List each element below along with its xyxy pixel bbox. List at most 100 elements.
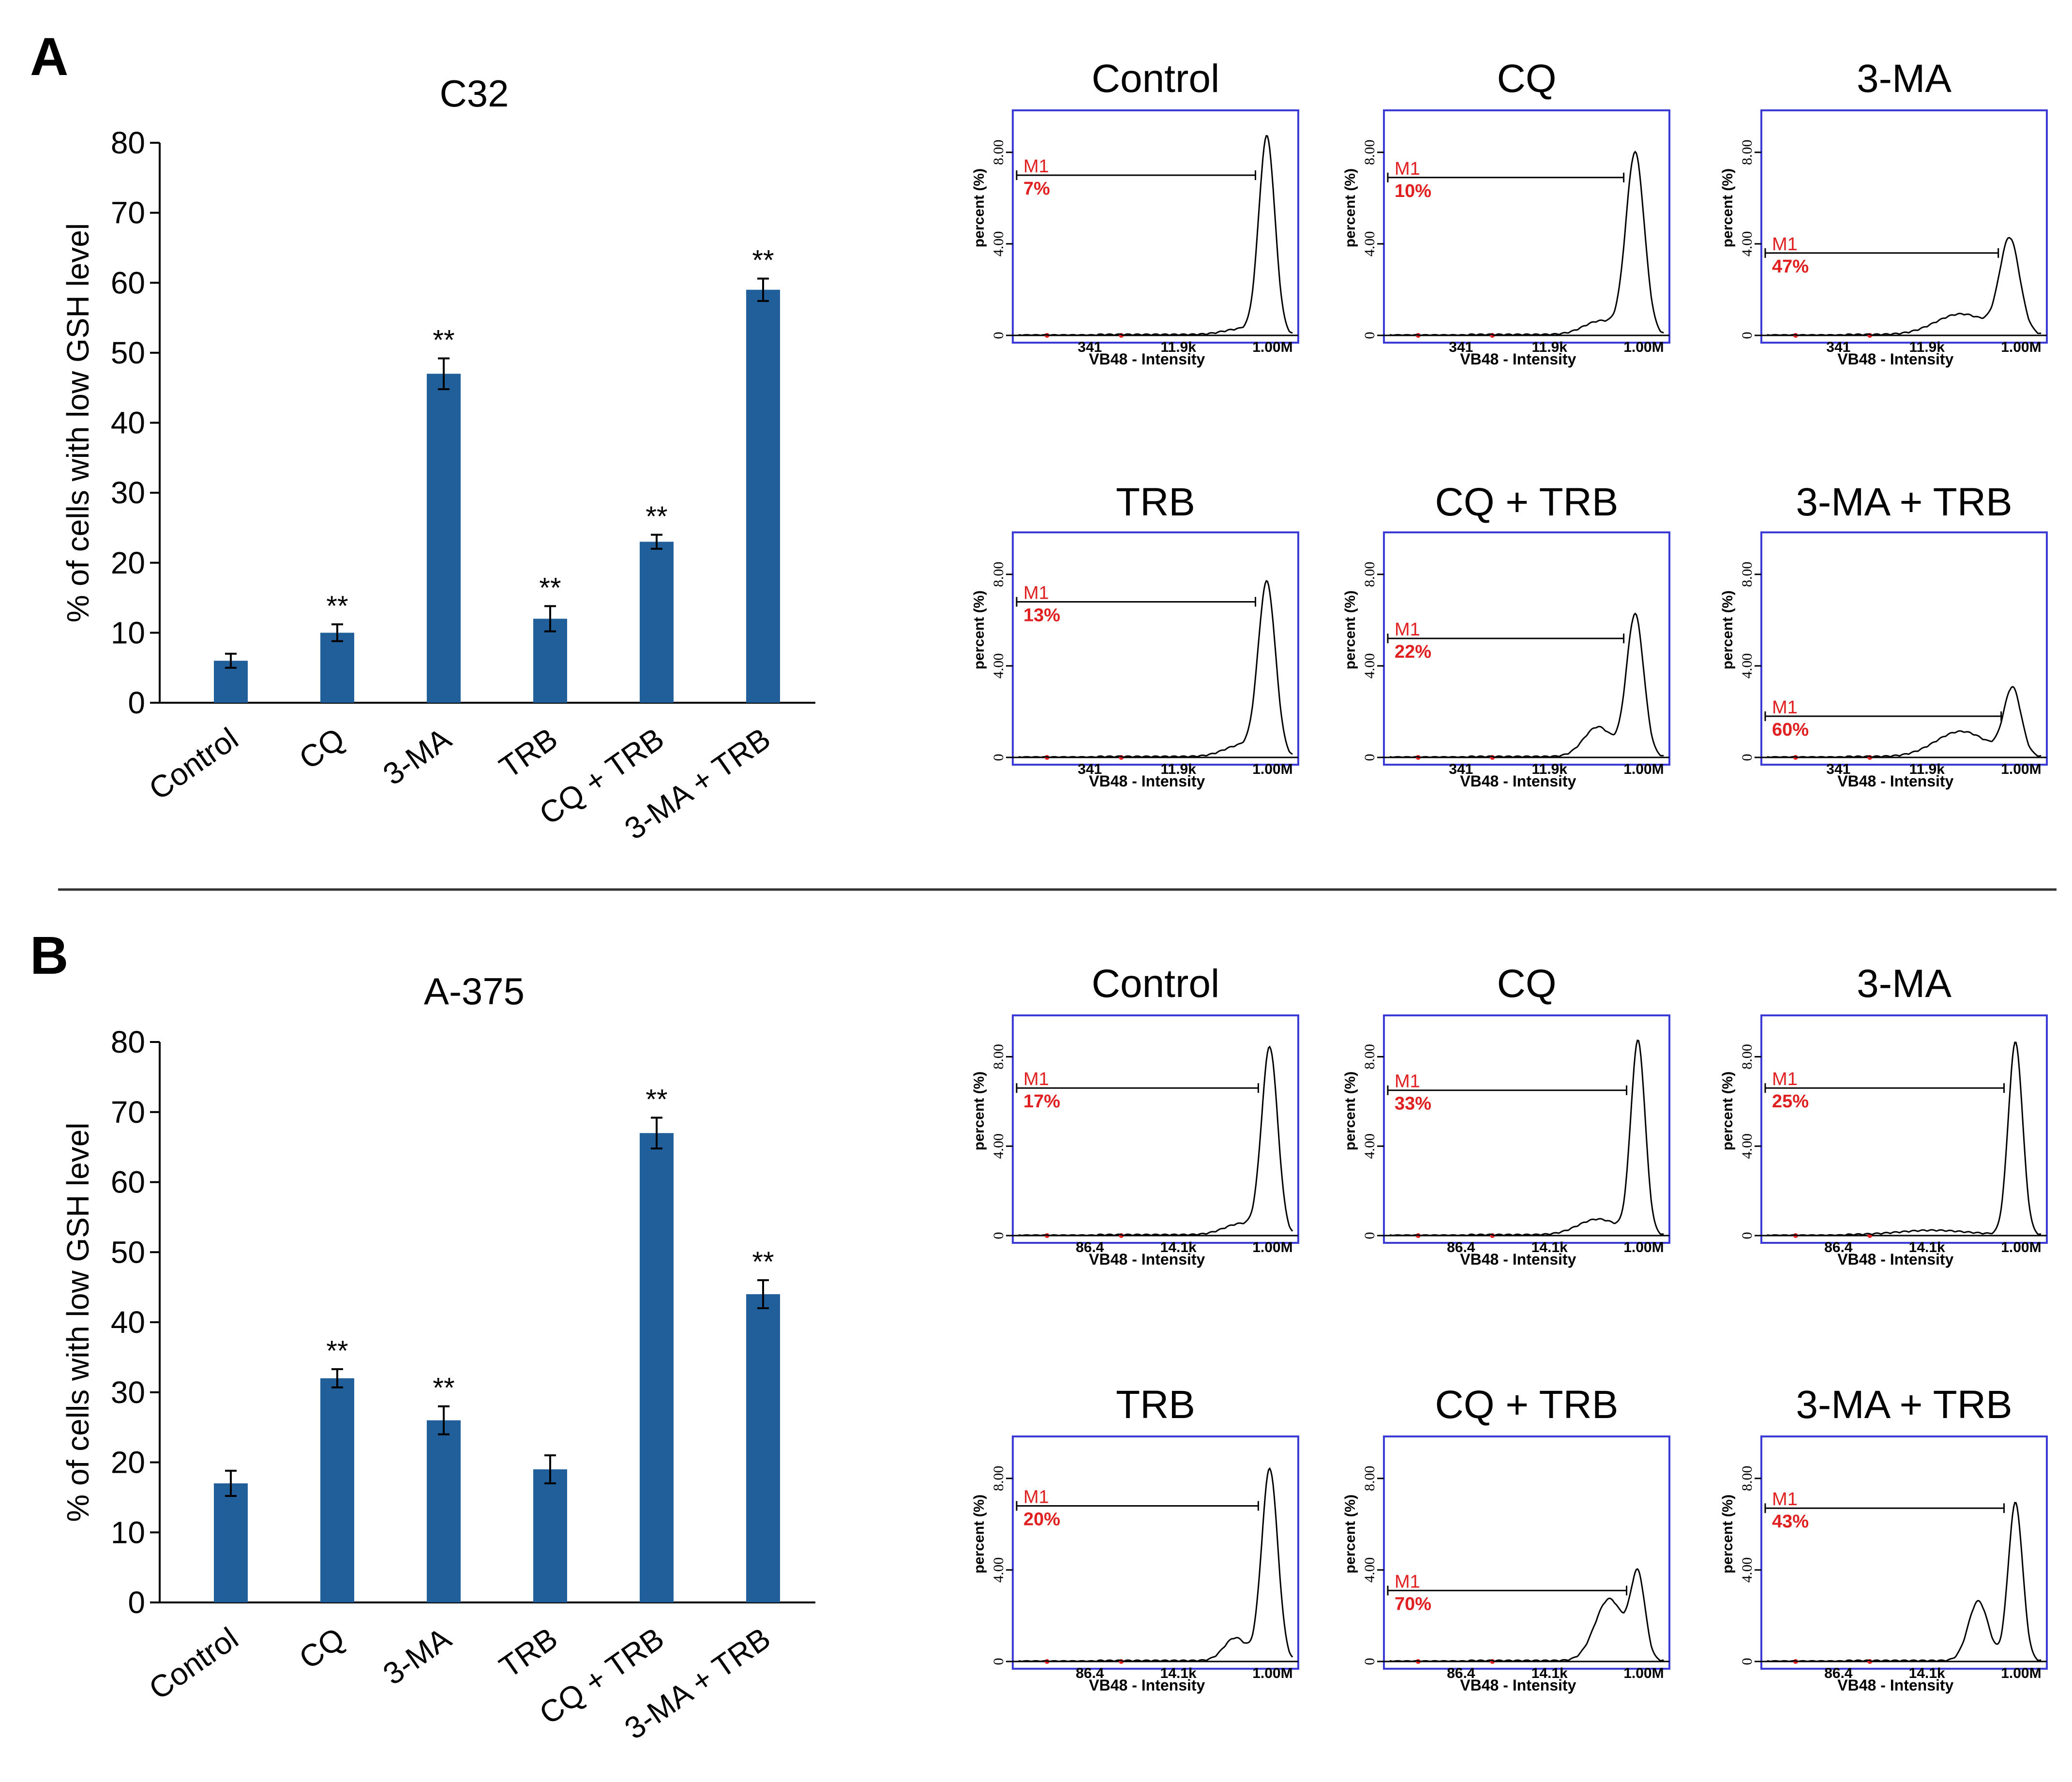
histogram-x-label: VB48 - Intensity bbox=[1460, 772, 1576, 790]
histogram-y-tick-label: 4.00 bbox=[1362, 653, 1378, 679]
histogram-x-tick-label: 14.1k bbox=[1160, 1665, 1197, 1681]
histogram-frame bbox=[1760, 531, 2048, 766]
significance-marker: ** bbox=[326, 590, 348, 622]
histogram-x-tick-label: 1.00M bbox=[2001, 761, 2041, 777]
histogram-y-tick-label: 4.00 bbox=[991, 231, 1006, 257]
significance-marker: ** bbox=[752, 245, 774, 276]
gate-percent: 70% bbox=[1395, 1594, 1431, 1614]
histogram-x-label: VB48 - Intensity bbox=[1089, 1676, 1205, 1694]
histogram-x-tick-label: 341 bbox=[1449, 339, 1473, 355]
y-tick-label: 20 bbox=[111, 545, 145, 580]
histogram-x-tick-label: 11.9k bbox=[1531, 339, 1567, 355]
histogram-curve bbox=[1767, 1042, 2042, 1237]
y-tick-label: 10 bbox=[111, 615, 145, 650]
histogram-x-label: VB48 - Intensity bbox=[1460, 1676, 1576, 1694]
histogram-y-label: percent (%) bbox=[971, 590, 987, 669]
histogram-title: CQ bbox=[1497, 57, 1557, 101]
y-tick-label: 30 bbox=[111, 475, 145, 510]
histogram-y-tick-label: 4.00 bbox=[1739, 653, 1755, 679]
histogram-y-tick-label: 4.00 bbox=[1739, 231, 1755, 257]
histogram-y-tick-label: 0 bbox=[1739, 1232, 1755, 1239]
histogram-y-tick-label: 0 bbox=[1362, 332, 1378, 339]
histogram-x-tick-label: 86.4 bbox=[1447, 1665, 1475, 1681]
histogram-y-tick-label: 8.00 bbox=[991, 1044, 1006, 1070]
histogram-y-tick-label: 0 bbox=[991, 1658, 1006, 1665]
bar-chart: A-375 % of cells with low GSH level 0 10 20 3… bbox=[60, 970, 815, 1746]
panel-label: A bbox=[30, 27, 68, 87]
histogram-x-label: VB48 - Intensity bbox=[1089, 350, 1205, 368]
histogram-y-label: percent (%) bbox=[1342, 590, 1358, 669]
histogram-x-label: VB48 - Intensity bbox=[1460, 350, 1576, 368]
y-tick-label: 40 bbox=[111, 1305, 145, 1340]
histogram-x-tick-label: 86.4 bbox=[1447, 1239, 1475, 1255]
gate-percent: 10% bbox=[1395, 181, 1431, 201]
histogram-frame bbox=[1012, 109, 1299, 344]
bar bbox=[320, 633, 354, 703]
histogram-x-tick-label: 1.00M bbox=[2001, 1665, 2041, 1681]
histogram-x-tick-label: 86.4 bbox=[1824, 1239, 1853, 1255]
histogram-title: 3-MA + TRB bbox=[1796, 1383, 2012, 1427]
histogram-y-label: percent (%) bbox=[1720, 590, 1736, 669]
histogram-x-tick-label: 341 bbox=[1826, 761, 1850, 777]
histogram-curve bbox=[1389, 151, 1664, 336]
histogram-x-label: VB48 - Intensity bbox=[1089, 772, 1205, 790]
histogram-x-tick-label: 14.1k bbox=[1909, 1239, 1945, 1255]
y-tick-label: 70 bbox=[111, 196, 145, 230]
histogram-y-tick-label: 8.00 bbox=[1739, 139, 1755, 165]
histogram-curve bbox=[1389, 612, 1664, 758]
histogram-y-tick-label: 8.00 bbox=[1739, 1465, 1755, 1491]
histogram-title: 3-MA + TRB bbox=[1796, 480, 2012, 524]
bar bbox=[640, 1133, 674, 1602]
significance-marker: ** bbox=[433, 1373, 454, 1404]
histogram-frame bbox=[1012, 1014, 1299, 1244]
gate-label: M1 bbox=[1395, 159, 1420, 179]
histogram-x-label: VB48 - Intensity bbox=[1837, 1676, 1953, 1694]
histogram-curve bbox=[1767, 1502, 2042, 1662]
bar bbox=[640, 542, 674, 703]
histogram-y-tick-label: 4.00 bbox=[1739, 1557, 1755, 1583]
histogram-y-tick-label: 0 bbox=[1362, 1658, 1378, 1665]
histogram-x-tick-label: 11.9k bbox=[1909, 761, 1945, 777]
histogram-y-tick-label: 8.00 bbox=[1362, 561, 1378, 587]
bar bbox=[533, 619, 567, 703]
gate-percent: 17% bbox=[1023, 1091, 1060, 1112]
y-tick-label: 30 bbox=[111, 1375, 145, 1410]
panel-B: B A-375 % of cells with low GSH level 0 10 20… bbox=[30, 926, 2048, 1746]
histogram-y-tick-label: 0 bbox=[1362, 754, 1378, 761]
histogram-y-tick-label: 4.00 bbox=[1362, 1557, 1378, 1583]
gate-percent: 20% bbox=[1023, 1509, 1060, 1529]
histogram: TRB 0 4.00 8.00 percent (%) 341 11.9k 1.00M VB48… bbox=[971, 480, 1299, 790]
histogram-frame bbox=[1383, 1435, 1670, 1670]
significance-marker: ** bbox=[646, 1084, 667, 1115]
gate-percent: 13% bbox=[1023, 605, 1060, 625]
histogram-y-label: percent (%) bbox=[971, 168, 987, 247]
histogram-x-tick-label: 1.00M bbox=[2001, 339, 2041, 355]
histogram-y-label: percent (%) bbox=[1342, 1495, 1358, 1573]
histogram-frame bbox=[1760, 1435, 2048, 1670]
histogram-frame bbox=[1760, 1014, 2048, 1244]
gate-label: M1 bbox=[1395, 1072, 1420, 1092]
gate-label: M1 bbox=[1395, 619, 1420, 640]
bar bbox=[533, 1469, 567, 1602]
histogram-curve bbox=[1767, 237, 2042, 336]
histogram-y-tick-label: 0 bbox=[991, 1232, 1006, 1239]
x-tick-label: 3-MA bbox=[376, 721, 457, 792]
gate-percent: 22% bbox=[1395, 642, 1431, 662]
histogram-x-tick-label: 341 bbox=[1078, 339, 1102, 355]
histogram-frame bbox=[1012, 531, 1299, 766]
histogram-curve bbox=[1389, 1039, 1664, 1237]
histogram-x-tick-label: 1.00M bbox=[2001, 1239, 2041, 1255]
histogram-x-tick-label: 1.00M bbox=[1623, 1665, 1664, 1681]
histogram-y-tick-label: 4.00 bbox=[1739, 1133, 1755, 1159]
histogram-title: 3-MA bbox=[1857, 57, 1952, 101]
histogram-y-tick-label: 4.00 bbox=[991, 1557, 1006, 1583]
significance-marker: ** bbox=[646, 501, 667, 532]
x-tick-label: CQ bbox=[293, 1620, 351, 1676]
x-tick-label: TRB bbox=[493, 721, 564, 785]
gate-percent: 47% bbox=[1772, 257, 1809, 277]
y-tick-label: 50 bbox=[111, 335, 145, 370]
y-tick-label: 70 bbox=[111, 1095, 145, 1130]
